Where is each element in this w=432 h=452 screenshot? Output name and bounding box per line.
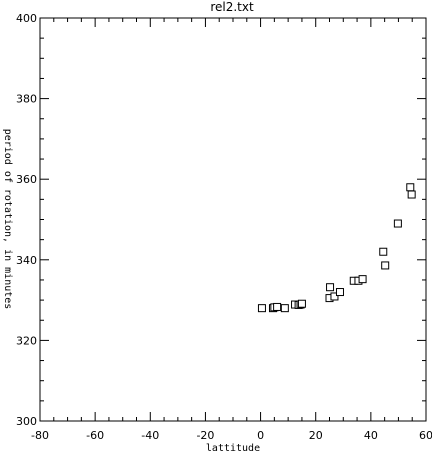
axis-ticks bbox=[39, 17, 427, 422]
data-point bbox=[297, 299, 306, 308]
data-point bbox=[330, 292, 339, 301]
data-point bbox=[381, 261, 390, 270]
data-point bbox=[393, 219, 402, 228]
y-tick-label: 320 bbox=[16, 334, 37, 347]
y-tick-label: 380 bbox=[16, 93, 37, 106]
data-point bbox=[407, 190, 416, 199]
data-points bbox=[257, 183, 416, 313]
x-tick-label: -80 bbox=[31, 429, 49, 442]
y-tick-label: 300 bbox=[16, 415, 37, 428]
x-tick-label: 40 bbox=[364, 429, 378, 442]
data-point bbox=[257, 304, 266, 313]
y-tick-label: 360 bbox=[16, 173, 37, 186]
data-point bbox=[406, 183, 415, 192]
data-point bbox=[280, 304, 289, 313]
x-tick-label: -40 bbox=[141, 429, 159, 442]
x-tick-label: -20 bbox=[196, 429, 214, 442]
y-tick-labels: 300 320 340 360 380 400 bbox=[16, 12, 37, 428]
data-point bbox=[273, 302, 282, 311]
x-tick-label: 60 bbox=[419, 429, 432, 442]
plot-frame bbox=[39, 17, 427, 422]
data-point bbox=[335, 288, 344, 297]
x-tick-label: 20 bbox=[309, 429, 323, 442]
chart-title: rel2.txt bbox=[210, 0, 254, 14]
x-tick-label: -60 bbox=[86, 429, 104, 442]
data-point bbox=[379, 247, 388, 256]
y-tick-label: 400 bbox=[16, 12, 37, 25]
data-point bbox=[326, 283, 335, 292]
y-tick-label: 340 bbox=[16, 254, 37, 267]
data-point bbox=[358, 275, 367, 284]
y-axis-label: period of rotation, in minutes bbox=[2, 129, 13, 310]
x-tick-labels: -80 -60 -40 -20 0 20 40 60 bbox=[31, 429, 432, 442]
x-tick-label: 0 bbox=[257, 429, 264, 442]
x-axis-label: lattitude bbox=[206, 443, 260, 452]
